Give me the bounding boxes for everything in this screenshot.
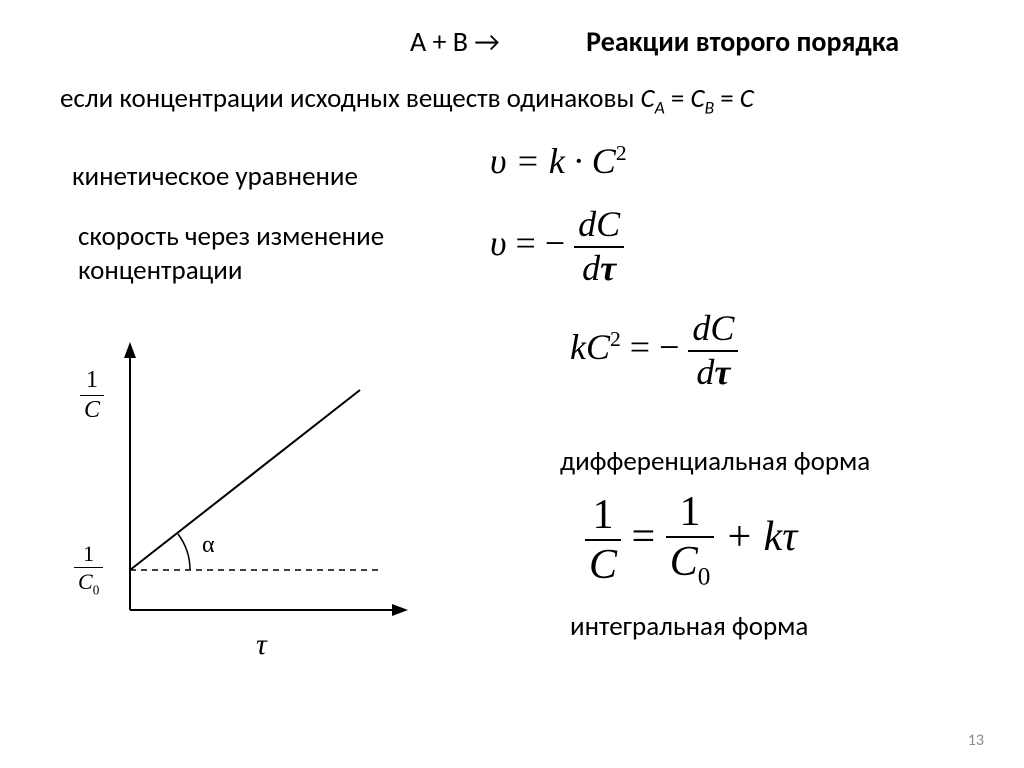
eq3-k-c: kC — [570, 327, 610, 367]
reaction-text: A + B → — [410, 24, 500, 59]
plot-y0-den-c: C — [78, 569, 93, 594]
plot-y-label-den: C — [80, 395, 104, 423]
eq2-upsilon: υ — [490, 223, 507, 263]
eq4-den-C: C — [585, 539, 621, 587]
label-kinetic: кинетическое уравнение — [72, 160, 358, 193]
eq4-frac-left: 1 C — [585, 493, 621, 587]
plot-svg — [60, 340, 420, 680]
plot-angle-arc — [178, 534, 190, 570]
eq1-rest: = k · C — [507, 141, 616, 181]
symbol-CA: C — [641, 82, 655, 115]
plot-y-arrow — [124, 342, 136, 358]
eq4-num-1a: 1 — [585, 493, 621, 539]
label-differential: дифференциальная форма — [560, 445, 870, 478]
slide-title: Реакции второго порядка — [586, 24, 899, 59]
plot-intercept-label: 1 C0 — [74, 542, 103, 597]
plot-y0-den-sub: 0 — [93, 582, 100, 597]
label-rate-line2: концентрации — [78, 254, 242, 287]
eq3-den-d: d — [696, 352, 714, 392]
eq-sign-1: = — [665, 82, 691, 115]
symbol-upsilon: υ — [490, 141, 507, 181]
eq4-den-C0: C0 — [666, 536, 715, 591]
eq3-fraction: dC dτ — [688, 310, 738, 392]
equation-rate: υ = − dC dτ — [490, 206, 624, 288]
eq4-plus-k: + k — [714, 514, 782, 560]
plot-container: 1 C 1 C0 α τ — [60, 340, 420, 680]
eq2-numerator: dC — [574, 206, 624, 246]
sub-B: B — [705, 96, 715, 118]
eq3-den-tau: τ — [714, 352, 730, 392]
eq-sign-2: = — [714, 82, 740, 115]
label-rate: скорость через изменение концентрации — [78, 220, 384, 288]
plot-x-arrow — [392, 604, 408, 616]
equation-kinetic: υ = k · C2 — [490, 140, 627, 182]
plot-y0-num: 1 — [74, 542, 103, 567]
plot-data-line — [130, 390, 360, 570]
eq2-fraction: dC dτ — [574, 206, 624, 288]
eq2-equals-minus: = − — [507, 223, 575, 263]
label-integral: интегральная форма — [570, 610, 808, 643]
eq2-denominator: dτ — [574, 246, 624, 288]
eq2-den-d: d — [582, 248, 600, 288]
symbol-CB: C — [690, 82, 704, 115]
eq3-denominator: dτ — [688, 350, 738, 392]
condition-prefix: если концентрации исходных веществ одина… — [60, 82, 641, 115]
eq3-numerator: dC — [688, 310, 738, 350]
eq4-C0-sub: 0 — [698, 563, 711, 590]
plot-y-label: 1 C — [80, 368, 104, 423]
page-number: 13 — [968, 731, 984, 750]
eq4-tau: τ — [782, 514, 797, 560]
plot-y0-den: C0 — [74, 567, 103, 597]
eq4-equals: = — [621, 514, 666, 560]
sub-A: A — [655, 96, 665, 118]
plot-x-label: τ — [256, 628, 267, 662]
eq3-exponent: 2 — [610, 327, 621, 351]
eq2-den-tau: τ — [600, 248, 616, 288]
equation-integral: 1 C = 1 C0 + kτ — [585, 490, 797, 591]
plot-y-label-num: 1 — [80, 368, 104, 395]
label-rate-line1: скорость через изменение — [78, 220, 384, 253]
eq4-frac-right: 1 C0 — [666, 490, 715, 591]
symbol-C: C — [740, 82, 754, 115]
eq1-exponent: 2 — [616, 141, 627, 165]
condition-line: если концентрации исходных веществ одина… — [60, 82, 754, 118]
plot-alpha-label: α — [202, 532, 215, 559]
eq3-equals-minus: = − — [621, 327, 689, 367]
equation-differential: kC2 = − dC dτ — [570, 310, 738, 392]
eq4-num-1b: 1 — [666, 490, 715, 536]
header-line: A + B → Реакции второго порядка — [0, 24, 1024, 59]
eq4-C0-C: C — [670, 539, 698, 585]
